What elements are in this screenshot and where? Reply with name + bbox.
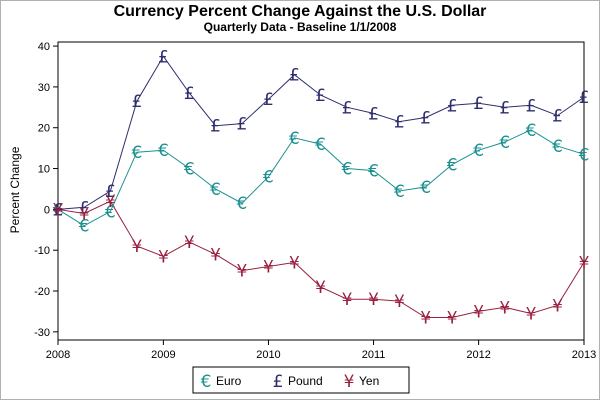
legend-box xyxy=(192,366,410,394)
axes: -30 -20 -10 0 10 20 30 40 2008 2009 2010 2011 2012 20… xyxy=(34,41,596,361)
data-point-euro: € xyxy=(579,145,590,165)
data-point-euro: € xyxy=(315,135,326,155)
data-point-yen: ¥ xyxy=(394,292,405,312)
y-tick-label: 10 xyxy=(38,164,50,176)
data-point-pound: £ xyxy=(315,86,326,106)
data-point-pound: £ xyxy=(552,106,563,126)
data-point-pound: £ xyxy=(447,96,458,116)
series-layer: €€€€ €€€€€€ €€ €€ €€€ €€€ €£ ££££££ £££££ £ £ ££ £ £ £… xyxy=(53,47,590,328)
data-point-euro: € xyxy=(447,155,458,175)
y-tick-label: 0 xyxy=(44,204,50,216)
x-tick-label: 2010 xyxy=(256,349,280,361)
data-point-euro: € xyxy=(499,133,510,153)
data-point-euro: € xyxy=(368,162,379,182)
data-point-yen: ¥ xyxy=(420,309,431,329)
y-tick-label: -30 xyxy=(34,327,50,339)
data-point-pound: £ xyxy=(579,88,590,108)
data-point-euro: € xyxy=(105,202,116,222)
legend-label-euro: Euro xyxy=(216,374,242,388)
data-point-pound: £ xyxy=(237,115,248,135)
legend-label-pound: Pound xyxy=(288,374,323,388)
data-point-yen: ¥ xyxy=(526,304,537,324)
y-tick-label: 30 xyxy=(38,82,50,94)
data-point-yen: ¥ xyxy=(473,302,484,322)
y-tick-label: 40 xyxy=(38,41,50,53)
data-point-yen: ¥ xyxy=(552,296,563,316)
data-point-pound: £ xyxy=(210,117,221,137)
data-point-pound: £ xyxy=(158,47,169,67)
data-point-yen: ¥ xyxy=(158,247,169,267)
y-tick-label: -10 xyxy=(34,245,50,257)
data-point-yen: ¥ xyxy=(315,278,326,298)
data-point-pound: £ xyxy=(79,198,90,218)
data-point-pound: £ xyxy=(263,90,274,110)
y-tick-label: 20 xyxy=(38,123,50,135)
data-point-yen: ¥ xyxy=(499,298,510,318)
data-point-euro: € xyxy=(342,160,353,180)
data-point-yen: ¥ xyxy=(289,253,300,273)
series-line-yen xyxy=(57,200,585,318)
data-point-euro: € xyxy=(184,160,195,180)
data-point-yen: ¥ xyxy=(342,290,353,310)
data-point-euro: € xyxy=(79,217,90,237)
data-point-pound: £ xyxy=(53,200,64,220)
data-point-yen: ¥ xyxy=(184,233,195,253)
data-point-euro: € xyxy=(237,194,248,214)
legend: € Euro £ Pound ¥ Yen xyxy=(192,366,410,394)
data-point-pound: £ xyxy=(526,96,537,116)
data-point-euro: € xyxy=(53,200,64,220)
data-point-pound: £ xyxy=(342,98,353,118)
data-point-pound: £ xyxy=(499,98,510,118)
x-tick-label: 2013 xyxy=(572,349,596,361)
data-point-euro: € xyxy=(158,141,169,161)
data-point-euro: € xyxy=(552,137,563,157)
legend-label-yen: Yen xyxy=(359,374,379,388)
data-point-pound: £ xyxy=(105,182,116,202)
data-point-euro: € xyxy=(289,129,300,149)
data-point-yen: ¥ xyxy=(131,237,142,257)
data-point-pound: £ xyxy=(184,84,195,104)
data-point-euro: € xyxy=(263,168,274,188)
chart-subtitle: Quarterly Data - Baseline 1/1/2008 xyxy=(204,20,397,34)
data-point-euro: € xyxy=(420,178,431,198)
series-line-euro xyxy=(57,129,585,227)
series-line-pound xyxy=(57,55,585,210)
data-point-yen: ¥ xyxy=(237,262,248,282)
data-point-yen: ¥ xyxy=(210,245,221,265)
data-point-yen: ¥ xyxy=(105,192,116,212)
x-tick-label: 2011 xyxy=(362,349,386,361)
data-point-yen: ¥ xyxy=(53,200,64,220)
y-axis-label: Percent Change xyxy=(8,146,22,233)
x-tick-label: 2012 xyxy=(466,349,490,361)
data-point-pound: £ xyxy=(420,109,431,129)
data-point-yen: ¥ xyxy=(263,258,274,278)
data-point-pound: £ xyxy=(394,113,405,133)
plot-area xyxy=(57,41,585,341)
data-point-pound: £ xyxy=(368,104,379,124)
data-point-euro: € xyxy=(473,141,484,161)
data-point-pound: £ xyxy=(473,94,484,114)
x-tick-label: 2008 xyxy=(46,349,70,361)
legend-marker-yen: ¥ xyxy=(344,372,355,392)
data-point-yen: ¥ xyxy=(579,253,590,273)
data-point-pound: £ xyxy=(131,92,142,112)
data-point-euro: € xyxy=(210,180,221,200)
data-point-yen: ¥ xyxy=(79,204,90,224)
y-tick-label: -20 xyxy=(34,286,50,298)
legend-marker-pound: £ xyxy=(273,372,284,392)
data-point-pound: £ xyxy=(289,66,300,86)
data-point-yen: ¥ xyxy=(447,309,458,329)
x-tick-label: 2009 xyxy=(151,349,175,361)
data-point-euro: € xyxy=(394,182,405,202)
data-point-euro: € xyxy=(131,143,142,163)
legend-marker-euro: € xyxy=(201,372,212,392)
data-point-yen: ¥ xyxy=(368,290,379,310)
chart-title: Currency Percent Change Against the U.S.… xyxy=(114,3,487,20)
data-point-euro: € xyxy=(526,121,537,141)
